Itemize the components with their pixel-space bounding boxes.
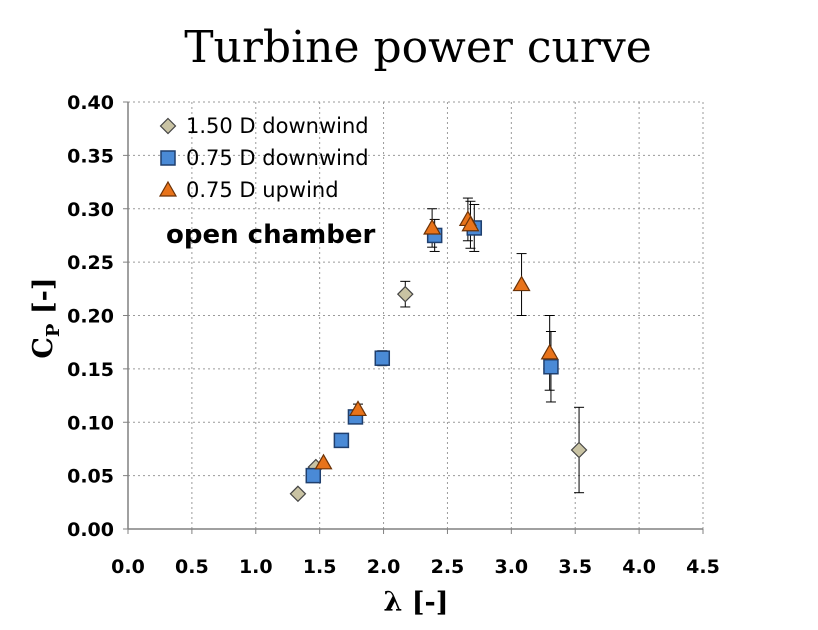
y-tick-label: 0.35	[67, 145, 114, 167]
y-tick-label: 0.20	[67, 306, 114, 328]
annotation-open-chamber: open chamber	[166, 220, 375, 250]
legend-marker-square	[160, 150, 176, 166]
legend-label: 1.50 D downwind	[186, 114, 369, 138]
legend-label: 0.75 D downwind	[186, 146, 369, 170]
x-axis-label: λ [-]	[383, 587, 448, 618]
data-point-triangle	[540, 343, 559, 360]
y-tick-label: 0.15	[67, 359, 114, 381]
data-points	[289, 210, 588, 503]
data-point-square	[305, 467, 322, 484]
data-point-triangle	[512, 275, 531, 292]
x-tick-label: 3.5	[558, 556, 592, 578]
legend-marker-diamond	[159, 117, 177, 135]
y-axis-label-tail: [-]	[28, 277, 59, 323]
data-point-square	[374, 350, 391, 366]
y-tick-labels: 0.00 0.05 0.10 0.15 0.20 0.25 0.30 0.35 0.40	[67, 92, 114, 541]
x-tick-label: 2.5	[431, 556, 465, 578]
data-point-triangle	[461, 215, 480, 232]
legend-label: 0.75 D upwind	[186, 178, 339, 202]
y-tick-label: 0.05	[67, 466, 114, 488]
legend: 1.50 D downwind 0.75 D downwind 0.75 D upw…	[158, 114, 369, 202]
y-axis-label: CP [-]	[28, 277, 64, 358]
x-tick-label: 2.0	[367, 556, 401, 578]
x-tick-label: 4.5	[686, 556, 720, 578]
x-tick-labels: 0.0 0.5 1.0 1.5 2.0 2.5 3.0 3.5 4.0 4.5	[111, 556, 720, 578]
x-tick-label: 0.5	[175, 556, 209, 578]
x-tick-label: 1.0	[239, 556, 273, 578]
y-tick-label: 0.00	[67, 519, 114, 541]
x-tick-label: 3.0	[494, 556, 528, 578]
y-tick-label: 0.30	[67, 199, 114, 221]
data-point-diamond	[396, 285, 414, 303]
data-point-triangle	[423, 218, 442, 235]
axes	[123, 101, 704, 534]
y-tick-label: 0.10	[67, 412, 114, 434]
x-tick-label: 4.0	[622, 556, 656, 578]
chart-title: Turbine power curve	[184, 22, 652, 73]
data-point-diamond	[570, 441, 588, 459]
y-axis-label-subscript: P	[43, 323, 64, 337]
data-point-diamond	[289, 485, 307, 503]
data-point-triangle	[348, 400, 368, 417]
data-point-triangle	[314, 453, 333, 470]
y-tick-label: 0.25	[67, 252, 114, 274]
y-tick-label: 0.40	[67, 92, 114, 114]
grid	[128, 101, 704, 529]
x-tick-label: 0.0	[111, 556, 145, 578]
y-axis-label-main: C	[28, 337, 59, 359]
data-point-square	[543, 358, 559, 375]
legend-marker-triangle	[158, 180, 178, 197]
data-point-square	[333, 432, 350, 449]
x-tick-label: 1.5	[303, 556, 337, 578]
